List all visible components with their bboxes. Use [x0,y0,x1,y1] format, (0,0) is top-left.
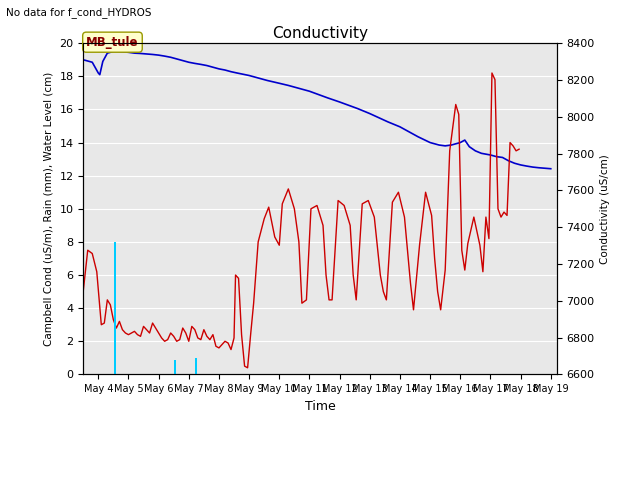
Y-axis label: Conductivity (uS/cm): Conductivity (uS/cm) [600,154,611,264]
Text: MB_tule: MB_tule [86,36,139,48]
Title: Conductivity: Conductivity [272,25,368,41]
Bar [174,360,176,374]
Text: No data for f_cond_HYDROS: No data for f_cond_HYDROS [6,7,152,18]
Y-axis label: Campbell Cond (uS/m), Rain (mm), Water Level (cm): Campbell Cond (uS/m), Rain (mm), Water L… [44,72,54,346]
Bar [195,358,197,374]
X-axis label: Time: Time [305,400,335,413]
Bar [114,242,116,374]
